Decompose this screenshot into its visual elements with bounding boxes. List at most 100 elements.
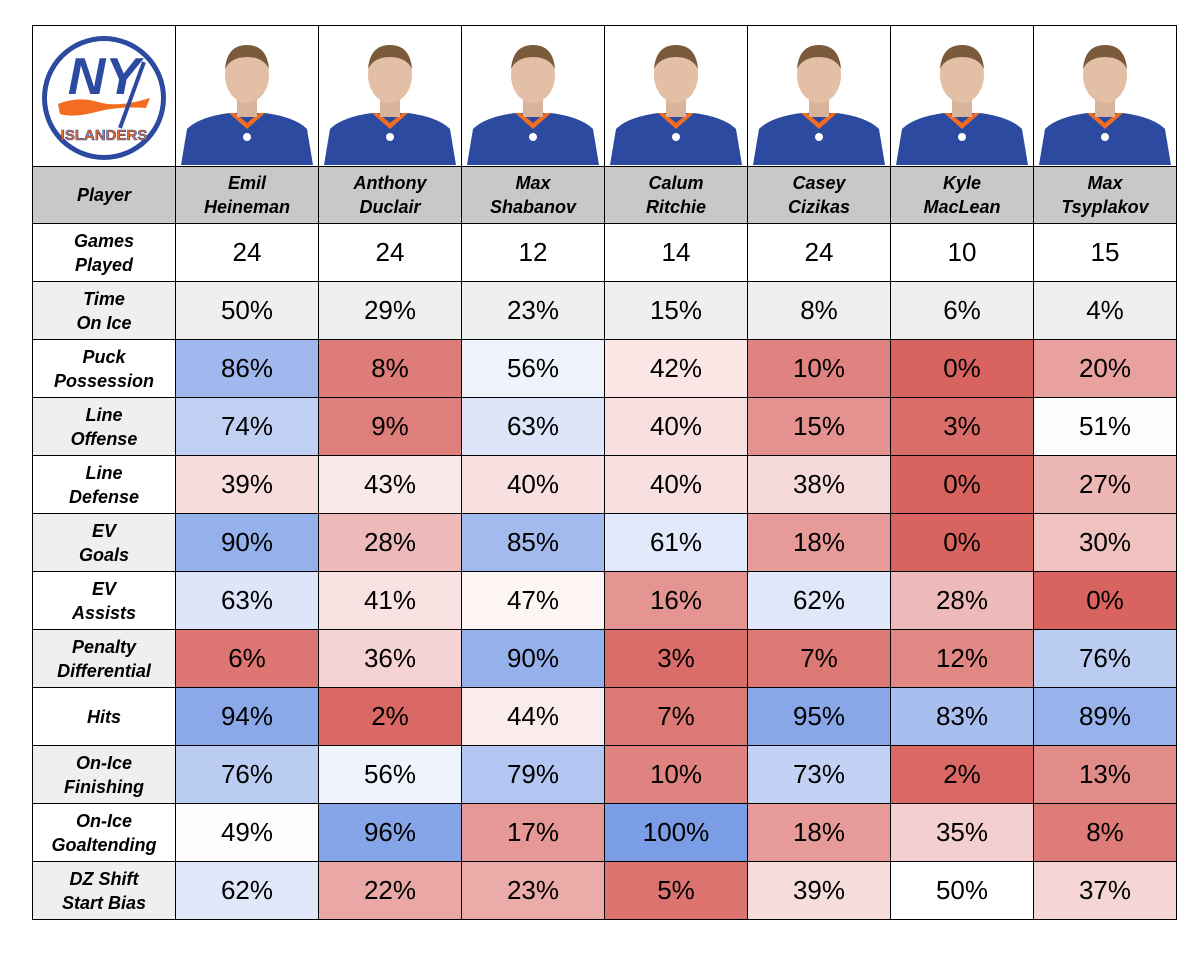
- metric-label: On-Ice Goaltending: [32, 803, 176, 862]
- metric-value-cell: 63%: [175, 571, 319, 630]
- metric-row: EV Assists 63% 41% 47% 16% 62% 28% 0%: [32, 571, 1177, 630]
- metric-value-cell: 0%: [890, 513, 1034, 572]
- metric-value-cell: 23%: [461, 861, 605, 920]
- metric-value-cell: 86%: [175, 339, 319, 398]
- metric-value-cell: 18%: [747, 513, 891, 572]
- metric-value-cell: 38%: [747, 455, 891, 514]
- metric-value-cell: 30%: [1033, 513, 1177, 572]
- metric-value-cell: 90%: [175, 513, 319, 572]
- metric-value-cell: 40%: [604, 455, 748, 514]
- metric-value-cell: 62%: [747, 571, 891, 630]
- metric-value-cell: 24: [747, 223, 891, 282]
- metric-value-cell: 7%: [747, 629, 891, 688]
- metric-label-text: EV Assists: [71, 578, 137, 623]
- metric-value-cell: 18%: [747, 803, 891, 862]
- metric-value-cell: 94%: [175, 687, 319, 746]
- metric-value-cell: 90%: [461, 629, 605, 688]
- metric-label-text: On-Ice Finishing: [64, 752, 144, 797]
- metric-label: EV Assists: [32, 571, 176, 630]
- metric-value-cell: 37%: [1033, 861, 1177, 920]
- metric-value-cell: 74%: [175, 397, 319, 456]
- metric-value-cell: 79%: [461, 745, 605, 804]
- metric-value-cell: 10: [890, 223, 1034, 282]
- metric-value-cell: 3%: [890, 397, 1034, 456]
- player-photo-cell: [747, 25, 891, 167]
- metric-value-cell: 63%: [461, 397, 605, 456]
- metric-label: On-Ice Finishing: [32, 745, 176, 804]
- metric-row: On-Ice Finishing 76% 56% 79% 10% 73% 2% 13%: [32, 745, 1177, 804]
- metric-label: Line Offense: [32, 397, 176, 456]
- metric-value-cell: 95%: [747, 687, 891, 746]
- metric-label: DZ Shift Start Bias: [32, 861, 176, 920]
- metric-value-cell: 16%: [604, 571, 748, 630]
- metric-value-cell: 41%: [318, 571, 462, 630]
- metric-value-cell: 9%: [318, 397, 462, 456]
- metric-value-cell: 76%: [1033, 629, 1177, 688]
- metric-value-cell: 40%: [604, 397, 748, 456]
- player-percentile-table: NY ISLANDERS Player Emil Heineman Anthony Du…: [32, 25, 1177, 920]
- metric-value-cell: 14: [604, 223, 748, 282]
- metric-value-cell: 100%: [604, 803, 748, 862]
- player-photo: [753, 45, 885, 165]
- player-name: Emil Heineman: [175, 166, 319, 224]
- metric-label-text: EV Goals: [78, 520, 130, 565]
- metric-value-cell: 0%: [1033, 571, 1177, 630]
- metric-label: Hits: [32, 687, 176, 746]
- metric-label-text: Time On Ice: [76, 288, 132, 333]
- metric-row: Line Offense 74% 9% 63% 40% 15% 3% 51%: [32, 397, 1177, 456]
- player-name-text: Anthony Duclair: [353, 173, 427, 217]
- metric-value-cell: 85%: [461, 513, 605, 572]
- metric-value-cell: 4%: [1033, 281, 1177, 340]
- metric-value-cell: 76%: [175, 745, 319, 804]
- metric-value-cell: 6%: [175, 629, 319, 688]
- player-photo-cell: [604, 25, 748, 167]
- metric-value-cell: 2%: [890, 745, 1034, 804]
- metric-value-cell: 36%: [318, 629, 462, 688]
- player-photo-cell: [890, 25, 1034, 167]
- logo-cell: NY ISLANDERS: [32, 25, 176, 167]
- player-name-text: Casey Cizikas: [787, 173, 851, 217]
- player-name: Calum Ritchie: [604, 166, 748, 224]
- metric-value-cell: 8%: [1033, 803, 1177, 862]
- metric-row: Hits 94% 2% 44% 7% 95% 83% 89%: [32, 687, 1177, 746]
- metric-value-cell: 8%: [318, 339, 462, 398]
- metric-row: Games Played 24 24 12 14 24 10 15: [32, 223, 1177, 282]
- metric-value-cell: 23%: [461, 281, 605, 340]
- metric-value-cell: 17%: [461, 803, 605, 862]
- player-name-text: Max Tsyplakov: [1061, 173, 1149, 217]
- metric-value-cell: 47%: [461, 571, 605, 630]
- metric-row: Puck Possession 86% 8% 56% 42% 10% 0% 20%: [32, 339, 1177, 398]
- metric-value-cell: 0%: [890, 455, 1034, 514]
- metric-row: DZ Shift Start Bias 62% 22% 23% 5% 39% 50% 37%: [32, 861, 1177, 920]
- metric-label-text: Puck Possession: [53, 346, 155, 391]
- metric-value-cell: 50%: [890, 861, 1034, 920]
- metric-label-text: Penalty Differential: [57, 636, 151, 681]
- metric-label: Line Defense: [32, 455, 176, 514]
- metric-label: Puck Possession: [32, 339, 176, 398]
- metric-label-text: Line Offense: [70, 404, 138, 449]
- metric-label: Penalty Differential: [32, 629, 176, 688]
- header-row: Player Emil Heineman Anthony Duclair Max Sh…: [32, 166, 1177, 224]
- metric-value-cell: 35%: [890, 803, 1034, 862]
- metric-label-text: On-Ice Goaltending: [51, 810, 157, 855]
- metric-value-cell: 8%: [747, 281, 891, 340]
- metric-value-cell: 15%: [604, 281, 748, 340]
- player-photo: [610, 45, 742, 165]
- metric-value-cell: 7%: [604, 687, 748, 746]
- metric-value-cell: 20%: [1033, 339, 1177, 398]
- metric-value-cell: 12: [461, 223, 605, 282]
- metric-value-cell: 27%: [1033, 455, 1177, 514]
- metric-label: Games Played: [32, 223, 176, 282]
- player-header-label: Player: [32, 166, 176, 224]
- metric-value-cell: 39%: [747, 861, 891, 920]
- metric-value-cell: 0%: [890, 339, 1034, 398]
- metric-row: On-Ice Goaltending 49% 96% 17% 100% 18% 35% 8%: [32, 803, 1177, 862]
- metric-value-cell: 62%: [175, 861, 319, 920]
- metric-value-cell: 50%: [175, 281, 319, 340]
- player-photo: [324, 45, 456, 165]
- metric-value-cell: 49%: [175, 803, 319, 862]
- metric-value-cell: 24: [318, 223, 462, 282]
- photo-row: NY ISLANDERS: [32, 25, 1177, 167]
- metric-value-cell: 24: [175, 223, 319, 282]
- player-photo-cell: [461, 25, 605, 167]
